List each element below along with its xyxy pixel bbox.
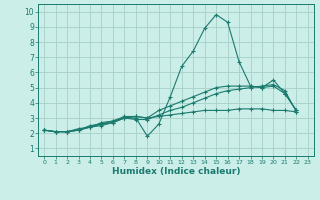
X-axis label: Humidex (Indice chaleur): Humidex (Indice chaleur) — [112, 167, 240, 176]
